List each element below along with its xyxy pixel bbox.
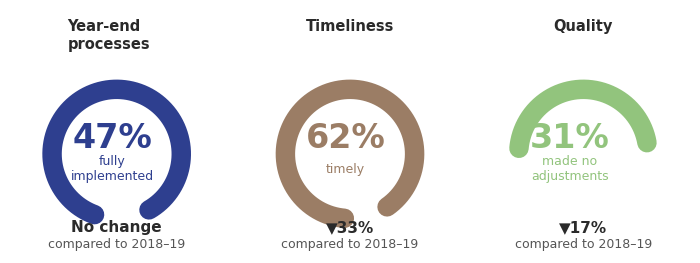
Text: No change: No change xyxy=(71,220,162,235)
Text: fully
implemented: fully implemented xyxy=(71,155,154,183)
Text: compared to 2018–19: compared to 2018–19 xyxy=(48,238,186,251)
Text: 31%: 31% xyxy=(530,122,610,155)
Text: made no
adjustments: made no adjustments xyxy=(531,155,609,183)
Text: timely: timely xyxy=(326,163,365,176)
Text: Year-end
processes: Year-end processes xyxy=(67,19,150,52)
Text: Quality: Quality xyxy=(554,19,613,34)
Text: 47%: 47% xyxy=(72,122,152,155)
Text: compared to 2018–19: compared to 2018–19 xyxy=(514,238,652,251)
Text: ▼17%: ▼17% xyxy=(559,220,608,235)
Text: Timeliness: Timeliness xyxy=(306,19,394,34)
Text: compared to 2018–19: compared to 2018–19 xyxy=(281,238,419,251)
Text: 62%: 62% xyxy=(306,122,386,155)
Text: ▼33%: ▼33% xyxy=(326,220,374,235)
